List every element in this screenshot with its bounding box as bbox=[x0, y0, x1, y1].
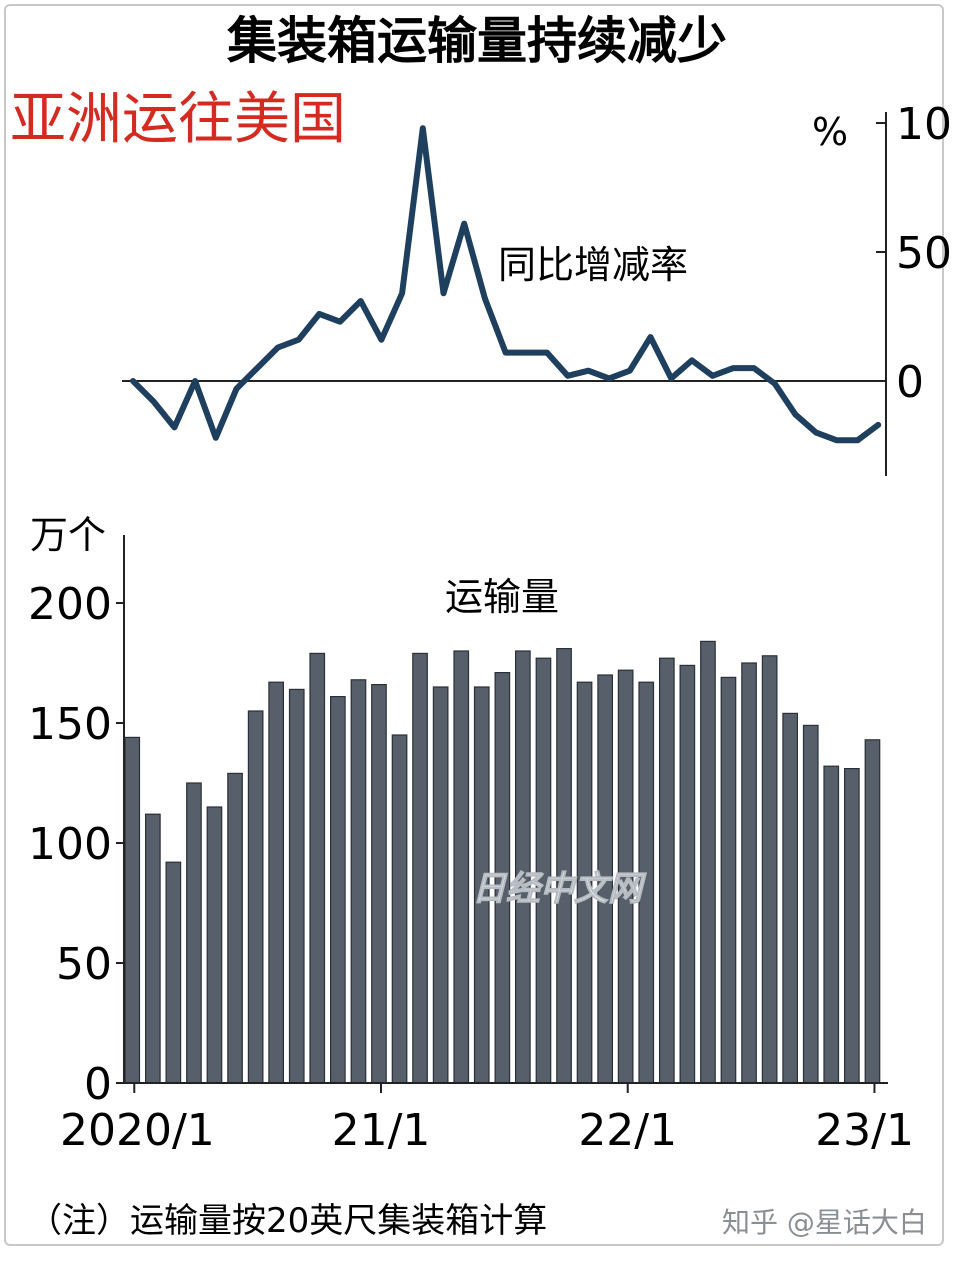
line-point bbox=[647, 334, 654, 340]
bar bbox=[556, 647, 572, 1084]
figure-frame bbox=[4, 4, 944, 1246]
line-point bbox=[399, 290, 405, 296]
line-series bbox=[130, 125, 882, 444]
line-point bbox=[130, 378, 136, 384]
bar bbox=[247, 710, 264, 1084]
bar-y-tick-label: 100 bbox=[28, 819, 112, 870]
bar bbox=[227, 772, 243, 1084]
chart-title: 集装箱运输量持续减少 bbox=[226, 12, 727, 70]
line-point bbox=[482, 295, 488, 301]
line-point bbox=[772, 381, 778, 387]
bar bbox=[658, 657, 675, 1084]
line-point bbox=[358, 298, 364, 304]
line-point bbox=[461, 221, 467, 227]
line-point bbox=[296, 337, 302, 343]
bar bbox=[309, 652, 326, 1084]
watermark: 日经中文网 bbox=[472, 869, 647, 909]
bar bbox=[206, 806, 223, 1084]
bar bbox=[823, 765, 840, 1084]
line-point bbox=[710, 373, 716, 379]
line-point bbox=[254, 365, 260, 371]
line-y-unit: % bbox=[812, 110, 848, 154]
footnote: （注）运输量按20英尺集装箱计算 bbox=[28, 1201, 547, 1241]
line-point bbox=[585, 368, 592, 374]
bar bbox=[679, 664, 696, 1084]
bar-x-tick-label: 21/1 bbox=[332, 1105, 431, 1156]
bar-x-tick-label: 23/1 bbox=[815, 1105, 914, 1156]
credit-text: 知乎 @星话大白 bbox=[722, 1206, 927, 1239]
bar bbox=[761, 655, 778, 1084]
line-point bbox=[668, 375, 674, 381]
axes: 0 50 100 150 200 2020/1 21/1 22/1 23/1 100 50 0 bbox=[28, 99, 954, 1156]
bar bbox=[864, 739, 881, 1084]
line-point bbox=[792, 411, 799, 418]
text-layer: 集装箱运输量持续减少 亚洲运往美国 % 同比增减率 万个 运输量 日经中文网 （… bbox=[10, 12, 927, 1241]
line-point bbox=[503, 350, 509, 356]
bar bbox=[391, 734, 408, 1084]
line-point bbox=[751, 365, 757, 371]
line-point bbox=[565, 373, 571, 379]
line-point bbox=[730, 365, 736, 371]
bar bbox=[268, 681, 284, 1084]
line-point bbox=[316, 311, 322, 317]
line-point bbox=[627, 368, 633, 374]
line-y-tick-label: 50 bbox=[896, 228, 952, 279]
line-point bbox=[378, 337, 384, 343]
line-point bbox=[523, 350, 529, 356]
bar-y-unit: 万个 bbox=[30, 513, 106, 557]
bar bbox=[124, 736, 141, 1084]
bar bbox=[843, 767, 860, 1084]
bar-y-tick-label: 200 bbox=[28, 579, 112, 630]
bar-series-label: 运输量 bbox=[445, 575, 559, 619]
bar bbox=[700, 640, 716, 1084]
line-point bbox=[689, 357, 695, 363]
bar-y-tick-label: 150 bbox=[28, 699, 112, 750]
line-y-tick-label: 100 bbox=[896, 99, 954, 150]
line-point bbox=[171, 424, 177, 430]
line-point bbox=[440, 290, 447, 296]
line-point bbox=[854, 437, 861, 443]
line-point bbox=[151, 399, 157, 405]
line-point bbox=[192, 378, 198, 384]
line-point bbox=[233, 386, 240, 392]
bar bbox=[350, 679, 367, 1084]
line-point bbox=[275, 344, 281, 351]
line-point bbox=[813, 430, 819, 436]
bar bbox=[186, 782, 202, 1084]
bar-y-tick-label: 0 bbox=[84, 1059, 112, 1110]
bar bbox=[412, 652, 428, 1084]
region-label: 亚洲运往美国 bbox=[10, 87, 346, 152]
bar-x-tick-label: 2020/1 bbox=[60, 1105, 215, 1156]
bar-y-tick-label: 50 bbox=[56, 939, 112, 990]
bar bbox=[288, 688, 305, 1084]
bar bbox=[802, 724, 819, 1084]
bar bbox=[514, 650, 531, 1084]
bar bbox=[330, 695, 346, 1084]
bar bbox=[145, 813, 161, 1084]
line-point bbox=[834, 437, 840, 443]
line-y-tick-label: 0 bbox=[896, 357, 924, 408]
line-point bbox=[213, 435, 219, 441]
bar-series bbox=[124, 640, 881, 1084]
line-point bbox=[420, 125, 426, 131]
bar-x-tick-label: 22/1 bbox=[578, 1105, 677, 1156]
bar bbox=[782, 712, 799, 1084]
bar bbox=[371, 683, 387, 1084]
line-series-label: 同比增减率 bbox=[498, 243, 688, 287]
bar bbox=[432, 686, 449, 1084]
bar bbox=[453, 650, 470, 1084]
line-point bbox=[875, 422, 881, 428]
bar bbox=[165, 861, 182, 1084]
bar bbox=[720, 676, 737, 1084]
line-point bbox=[544, 350, 550, 356]
line-point bbox=[337, 319, 343, 325]
bar bbox=[741, 662, 757, 1084]
line-point bbox=[606, 375, 612, 381]
